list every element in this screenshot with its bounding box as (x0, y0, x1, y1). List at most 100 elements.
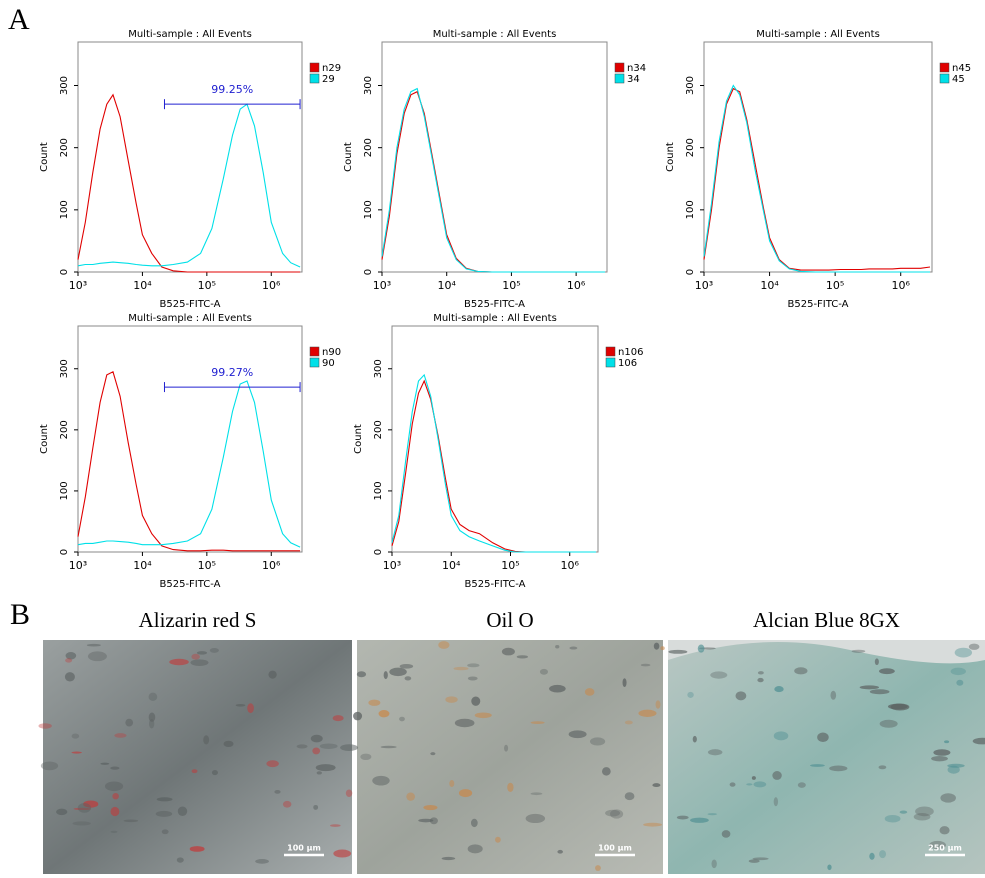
texture (100, 762, 110, 765)
texture (71, 751, 83, 754)
texture (155, 810, 173, 817)
legend-label: n45 (952, 63, 971, 74)
plot-frame (77, 325, 303, 553)
texture (624, 792, 635, 801)
x-tick-label: 10⁴ (442, 559, 461, 572)
texture (383, 671, 388, 680)
texture (610, 809, 624, 819)
legend-label: n29 (322, 63, 341, 74)
texture (884, 814, 901, 823)
texture (830, 690, 837, 700)
texture (746, 783, 753, 786)
texture (169, 658, 189, 666)
texture (190, 659, 209, 667)
y-tick-label: 0 (685, 269, 696, 275)
x-tick-label: 10⁶ (561, 559, 580, 572)
scale-bar-label: 100 µm (598, 844, 632, 853)
texture (319, 743, 338, 749)
texture (203, 735, 210, 745)
x-tick-label: 10⁶ (262, 279, 281, 292)
x-tick-label: 10⁴ (760, 279, 779, 292)
legend-swatch (605, 357, 616, 368)
texture (110, 766, 120, 770)
y-tick-label: 300 (59, 359, 70, 378)
legend-label: n34 (627, 63, 646, 74)
y-tick-label: 100 (373, 481, 384, 500)
x-tick-label: 10⁶ (567, 279, 586, 292)
texture (65, 658, 73, 663)
texture (404, 676, 412, 681)
chart-title: Multi-sample : All Events (128, 29, 252, 40)
texture (38, 723, 52, 729)
texture (507, 782, 514, 792)
texture (879, 719, 898, 728)
texture (530, 721, 545, 725)
texture (752, 857, 769, 861)
legend-label: 34 (627, 74, 640, 85)
texture (266, 760, 279, 768)
texture (954, 647, 973, 658)
texture (313, 804, 319, 810)
texture (692, 735, 697, 743)
x-tick-label: 10³ (373, 279, 391, 292)
texture (209, 647, 219, 653)
texture (445, 696, 458, 703)
texture (380, 745, 397, 749)
texture (810, 764, 825, 767)
y-axis-label: Count (343, 142, 354, 172)
texture (757, 671, 764, 675)
texture (406, 792, 416, 801)
y-tick-label: 100 (59, 481, 70, 500)
texture (711, 859, 717, 869)
histogram-line (77, 380, 301, 548)
texture (356, 671, 367, 678)
texture (668, 649, 688, 654)
texture (797, 782, 806, 788)
histogram-line (77, 103, 301, 268)
texture (549, 684, 566, 693)
x-axis-label: B525-FITC-A (160, 579, 221, 590)
x-tick-label: 10⁴ (437, 279, 456, 292)
histogram-line (77, 371, 301, 552)
x-tick-label: 10⁵ (502, 279, 520, 292)
texture (879, 850, 887, 859)
texture (176, 857, 184, 863)
texture (601, 767, 611, 776)
texture (859, 685, 880, 690)
texture (86, 643, 101, 647)
legend-swatch (939, 62, 950, 73)
texture (653, 642, 660, 650)
texture (458, 789, 473, 798)
texture (282, 800, 292, 808)
x-tick-label: 10³ (383, 559, 401, 572)
texture (640, 663, 651, 667)
texture (624, 720, 633, 725)
chart-title: Multi-sample : All Events (433, 29, 557, 40)
texture (211, 770, 218, 776)
texture (189, 846, 205, 852)
y-tick-label: 200 (59, 420, 70, 439)
background (668, 640, 985, 664)
legend-swatch (309, 73, 320, 84)
texture (453, 666, 469, 671)
texture (235, 703, 246, 707)
texture (148, 692, 158, 701)
texture (191, 653, 200, 660)
texture (123, 819, 139, 823)
texture (772, 771, 782, 780)
texture (851, 649, 866, 653)
texture (495, 836, 501, 843)
texture (372, 775, 390, 786)
texture (555, 645, 560, 649)
x-tick-label: 10⁵ (198, 559, 216, 572)
texture (40, 761, 59, 771)
texture (584, 688, 595, 696)
texture (454, 718, 475, 728)
texture (104, 781, 124, 792)
micrograph (43, 640, 352, 874)
texture (430, 752, 436, 756)
texture (467, 676, 478, 681)
texture (504, 744, 509, 752)
y-tick-label: 200 (373, 420, 384, 439)
texture (568, 730, 587, 739)
